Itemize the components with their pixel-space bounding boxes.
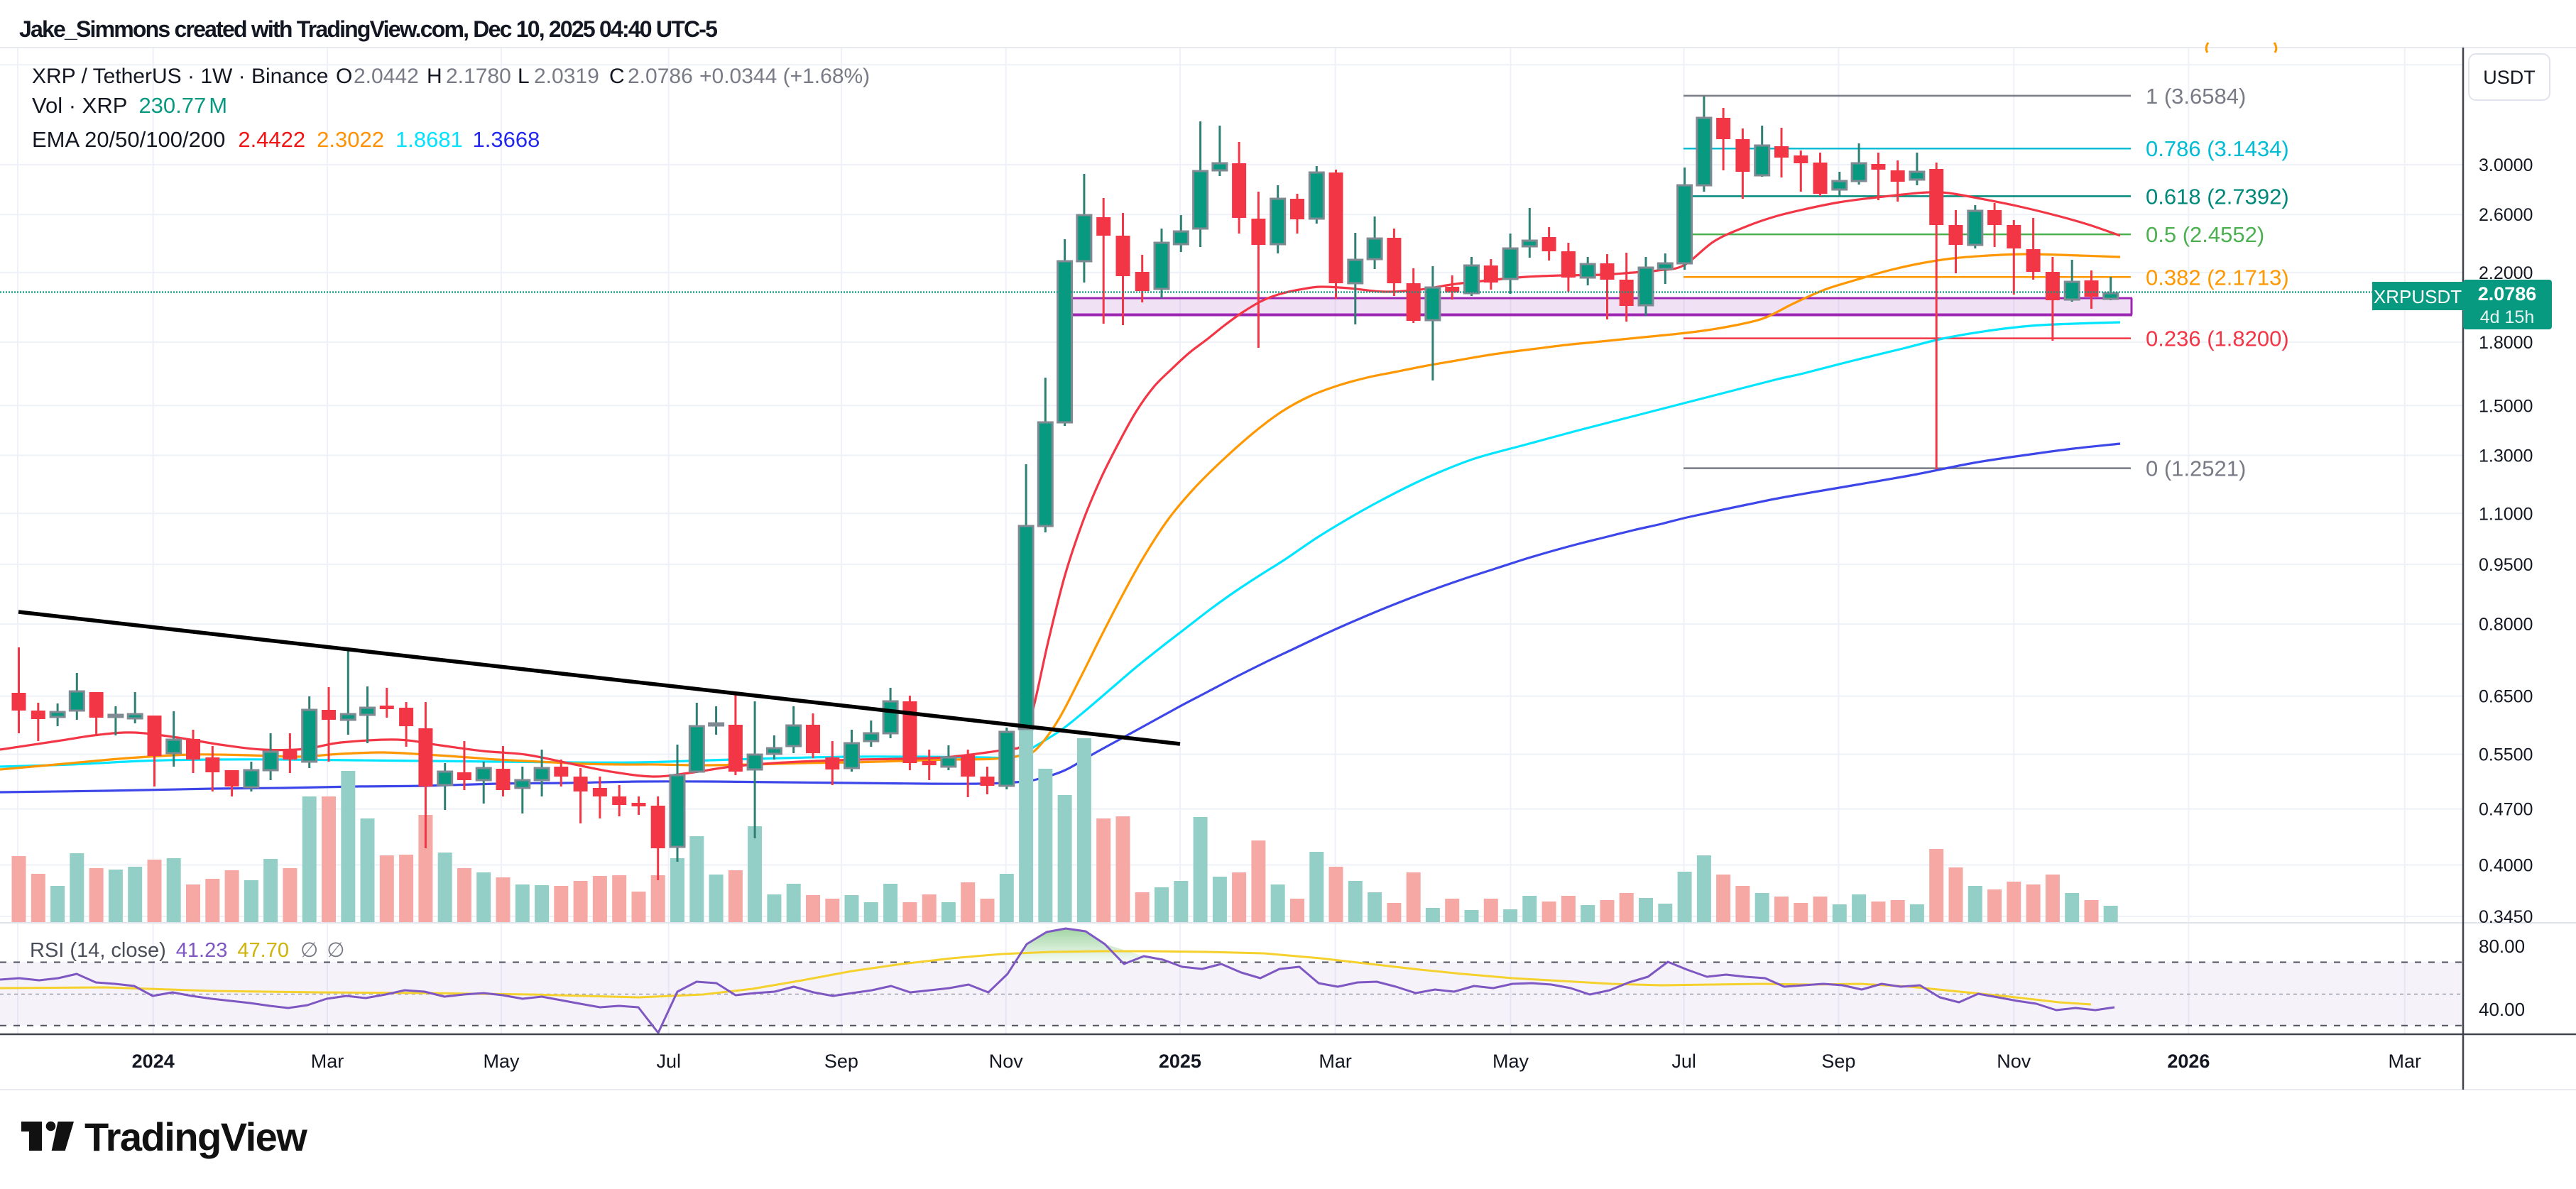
svg-text:Nov: Nov: [1997, 1051, 2031, 1072]
svg-text:May: May: [1492, 1051, 1529, 1072]
svg-text:Vol · XRP 230.77M: Vol · XRP 230.77 M: [32, 93, 227, 118]
svg-text:Mar: Mar: [311, 1051, 344, 1072]
svg-text:2.0786: 2.0786: [628, 65, 693, 88]
svg-text:0.786 (3.1434): 0.786 (3.1434): [2146, 136, 2289, 161]
svg-text:XRP / TetherUS · 1W · Binance: XRP / TetherUS · 1W · Binance: [32, 65, 328, 88]
svg-text:80.00: 80.00: [2479, 936, 2525, 957]
svg-text:O: O: [336, 65, 352, 88]
svg-text:1.1000: 1.1000: [2479, 504, 2533, 524]
svg-text:2.1780: 2.1780: [446, 65, 511, 88]
svg-text:2026: 2026: [2167, 1051, 2210, 1072]
svg-text:0.5 (2.4552): 0.5 (2.4552): [2146, 222, 2264, 247]
svg-text:0 (1.2521): 0 (1.2521): [2146, 456, 2246, 481]
svg-text:0.8000: 0.8000: [2479, 615, 2533, 635]
svg-text:2.6000: 2.6000: [2479, 205, 2533, 225]
svg-text:Mar: Mar: [1319, 1051, 1352, 1072]
svg-text:Nov: Nov: [989, 1051, 1024, 1072]
svg-text:Sep: Sep: [824, 1051, 858, 1072]
svg-text:C: C: [609, 65, 625, 88]
svg-text:2025: 2025: [1159, 1051, 1201, 1072]
svg-text:0.4000: 0.4000: [2479, 856, 2533, 876]
svg-text:2.0442: 2.0442: [354, 65, 419, 88]
svg-text:2.0786: 2.0786: [2478, 283, 2537, 305]
svg-text:Jul: Jul: [656, 1051, 681, 1072]
svg-text:0.382 (2.1713): 0.382 (2.1713): [2146, 265, 2289, 290]
svg-text:Jake_Simmons created with Trad: Jake_Simmons created with TradingView.co…: [19, 16, 717, 42]
svg-text:0.6500: 0.6500: [2479, 687, 2533, 707]
svg-text:0.3450: 0.3450: [2479, 907, 2533, 927]
svg-text:4d 15h: 4d 15h: [2480, 307, 2534, 327]
svg-text:0.4700: 0.4700: [2479, 800, 2533, 820]
svg-text:May: May: [483, 1051, 520, 1072]
svg-text:+0.0344 (+1.68%): +0.0344 (+1.68%): [699, 65, 870, 88]
svg-text:1.8000: 1.8000: [2479, 333, 2533, 353]
svg-text:3.0000: 3.0000: [2479, 155, 2533, 175]
svg-text:2024: 2024: [132, 1051, 175, 1072]
svg-text:USDT: USDT: [2483, 67, 2536, 88]
svg-text:1 (3.6584): 1 (3.6584): [2146, 84, 2246, 109]
svg-text:40.00: 40.00: [2479, 999, 2525, 1020]
svg-text:1.5000: 1.5000: [2479, 396, 2533, 416]
svg-text:0.236 (1.8200): 0.236 (1.8200): [2146, 327, 2289, 351]
svg-text:TradingView: TradingView: [84, 1114, 307, 1159]
svg-text:0.618 (2.7392): 0.618 (2.7392): [2146, 184, 2289, 209]
svg-text:Jul: Jul: [1671, 1051, 1696, 1072]
svg-text:L: L: [518, 65, 530, 88]
svg-text:0.9500: 0.9500: [2479, 555, 2533, 575]
svg-text:0.5500: 0.5500: [2479, 745, 2533, 765]
svg-text:Mar: Mar: [2389, 1051, 2422, 1072]
svg-text:H: H: [427, 65, 442, 88]
svg-text:XRPUSDT: XRPUSDT: [2374, 286, 2462, 307]
svg-text:2.0319: 2.0319: [534, 65, 599, 88]
svg-text:1.3000: 1.3000: [2479, 446, 2533, 466]
svg-text:Sep: Sep: [1821, 1051, 1855, 1072]
